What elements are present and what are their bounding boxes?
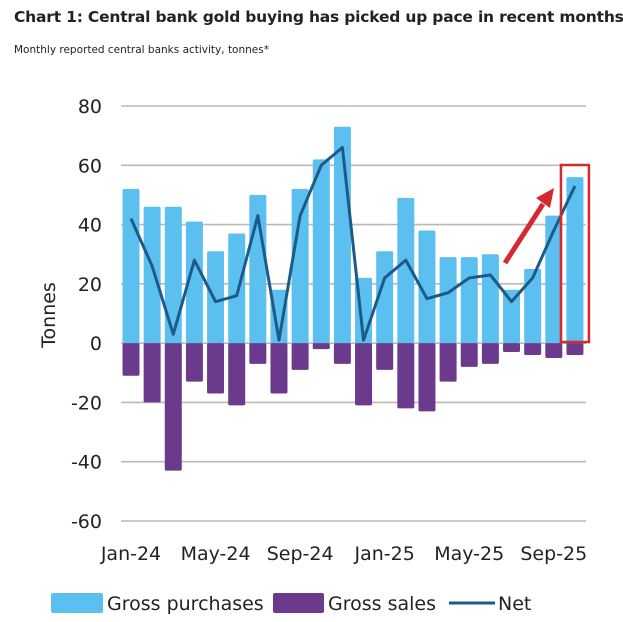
bar-gross-sales-Sep-25 — [545, 343, 563, 358]
bar-gross-sales-Jul-25 — [503, 343, 521, 353]
y-tick-label: 60 — [78, 155, 102, 177]
bar-gross-purchases-Jun-24 — [228, 233, 246, 344]
bar-gross-sales-May-25 — [460, 343, 478, 367]
legend-swatch-gross-sales — [273, 593, 324, 613]
bar-gross-purchases-Apr-24 — [185, 221, 203, 344]
bar-gross-sales-Oct-25 — [566, 343, 584, 355]
bar-gross-sales-Mar-24 — [164, 343, 182, 471]
bar-gross-sales-Jan-25 — [376, 343, 394, 370]
y-axis-label: Tonnes — [38, 282, 60, 349]
y-tick-label: 20 — [78, 274, 102, 296]
x-tick-label: Sep-24 — [267, 543, 334, 565]
y-tick-label: 80 — [78, 96, 102, 118]
bar-gross-sales-Apr-25 — [439, 343, 457, 382]
bar-gross-purchases-Apr-25 — [439, 257, 457, 344]
bar-gross-sales-Dec-24 — [355, 343, 373, 406]
chart-title: Chart 1: Central bank gold buying has pi… — [14, 8, 623, 26]
bar-gross-purchases-Sep-24 — [291, 189, 309, 344]
bar-gross-purchases-Jun-25 — [481, 254, 499, 344]
bar-gross-sales-Oct-24 — [312, 343, 330, 350]
y-tick-label: 40 — [78, 215, 102, 237]
bar-gross-purchases-Jul-25 — [503, 289, 521, 344]
net-line — [129, 146, 577, 342]
bar-gross-purchases-Aug-25 — [524, 269, 542, 344]
x-tick-label: Jan-25 — [354, 543, 415, 565]
bar-gross-sales-Feb-25 — [397, 343, 415, 409]
y-tick-label: 0 — [90, 333, 102, 355]
bar-gross-sales-May-24 — [207, 343, 225, 394]
bar-gross-purchases-Feb-25 — [397, 197, 415, 344]
bar-gross-sales-Jun-25 — [481, 343, 499, 364]
chart-subtitle: Monthly reported central banks activity,… — [14, 44, 269, 56]
bar-gross-sales-Nov-24 — [333, 343, 351, 364]
bar-gross-purchases-Sep-25 — [545, 215, 563, 344]
bar-gross-purchases-May-25 — [460, 257, 478, 344]
bar-gross-sales-Aug-25 — [524, 343, 542, 355]
y-tick-label: -40 — [71, 452, 102, 474]
net-line-group — [129, 146, 577, 342]
bar-gross-purchases-Oct-24 — [312, 159, 330, 344]
trend-arrow-head-icon — [536, 188, 554, 208]
bar-gross-sales-Aug-24 — [270, 343, 288, 394]
x-tick-label: Jan-24 — [100, 543, 161, 565]
bar-gross-purchases-Mar-25 — [418, 230, 436, 344]
bar-gross-purchases-Oct-25 — [566, 177, 584, 344]
legend-swatch-gross-purchases — [51, 593, 103, 613]
x-tick-label: May-25 — [434, 543, 504, 565]
bar-gross-sales-Jun-24 — [228, 343, 246, 406]
bar-gross-purchases-Feb-24 — [143, 206, 161, 344]
bar-gross-purchases-Mar-24 — [164, 206, 182, 344]
bar-gross-sales-Apr-24 — [185, 343, 203, 382]
trend-arrow-shaft — [502, 202, 546, 265]
bar-gross-sales-Mar-25 — [418, 343, 436, 412]
bar-gross-sales-Feb-24 — [143, 343, 161, 403]
highlight-box — [559, 163, 591, 344]
bar-gross-purchases-Jan-24 — [122, 189, 140, 344]
y-tick-label: -20 — [71, 392, 102, 414]
x-tick-label: Sep-25 — [520, 543, 587, 565]
bar-gross-sales-Jul-24 — [249, 343, 267, 364]
y-tick-label: -60 — [71, 511, 102, 533]
bar-gross-purchases-May-24 — [207, 251, 225, 344]
y-axis-ticks: 80 60 40 20 0 -20 -40 -60 — [71, 96, 102, 533]
bar-gross-sales-Sep-24 — [291, 343, 309, 370]
x-tick-label: May-24 — [181, 543, 251, 565]
legend-label-gross-sales: Gross sales — [328, 593, 436, 615]
legend: Gross purchases Gross sales Net — [51, 593, 531, 615]
legend-label-net: Net — [498, 593, 531, 615]
annotations — [502, 163, 591, 344]
bar-gross-sales-Jan-24 — [122, 343, 140, 376]
bar-gross-purchases-Aug-24 — [270, 289, 288, 344]
x-axis-ticks: Jan-24 May-24 Sep-24 Jan-25 May-25 Sep-25 — [100, 543, 587, 565]
legend-label-gross-purchases: Gross purchases — [107, 593, 264, 615]
